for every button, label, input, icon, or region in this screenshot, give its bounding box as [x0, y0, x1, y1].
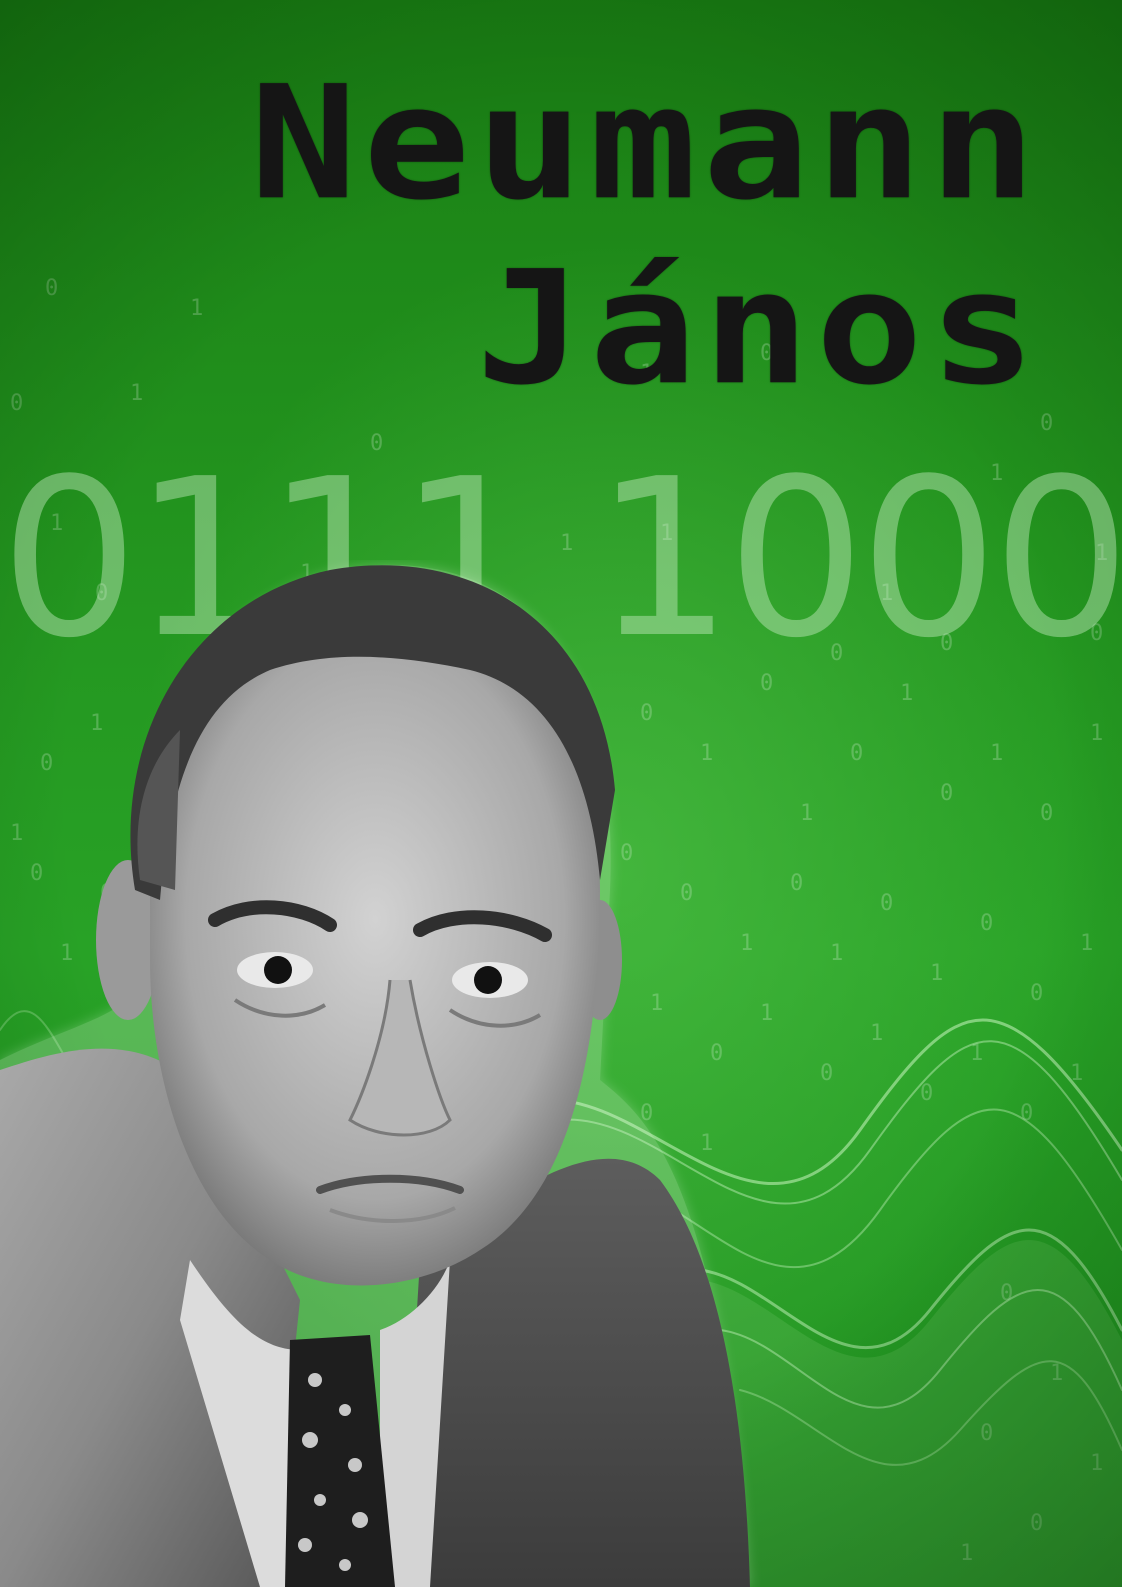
binary-number: 0 1 1 1 1 0 0 0 — [0, 433, 1122, 686]
svg-text:1: 1 — [700, 741, 713, 766]
svg-text:0: 0 — [10, 391, 23, 416]
svg-text:0: 0 — [30, 861, 43, 886]
portrait-photo — [0, 564, 750, 1587]
svg-text:1: 1 — [10, 821, 23, 846]
svg-text:1: 1 — [190, 296, 203, 321]
svg-text:0: 0 — [95, 581, 108, 606]
svg-text:0: 0 — [790, 871, 803, 896]
svg-text:0: 0 — [760, 671, 773, 696]
svg-text:1: 1 — [560, 531, 573, 556]
svg-text:0: 0 — [830, 641, 843, 666]
svg-text:1: 1 — [700, 1131, 713, 1156]
svg-text:1: 1 — [830, 941, 843, 966]
svg-text:0: 0 — [880, 891, 893, 916]
svg-text:0: 0 — [45, 276, 58, 301]
svg-text:1: 1 — [970, 1041, 983, 1066]
svg-text:1: 1 — [640, 361, 653, 386]
svg-text:1: 1 — [930, 961, 943, 986]
svg-text:0: 0 — [1030, 1511, 1043, 1536]
svg-text:0: 0 — [980, 1421, 993, 1446]
svg-text:0: 0 — [980, 911, 993, 936]
svg-text:0: 0 — [40, 751, 53, 776]
svg-text:1: 1 — [50, 511, 63, 536]
svg-text:0: 0 — [1020, 1101, 1033, 1126]
svg-text:1: 1 — [660, 521, 673, 546]
svg-text:0: 0 — [940, 781, 953, 806]
svg-text:1: 1 — [1050, 1361, 1063, 1386]
title-second-line: János — [476, 237, 1042, 420]
svg-text:0: 0 — [820, 1061, 833, 1086]
svg-text:1: 1 — [960, 1541, 973, 1566]
svg-text:1: 1 — [650, 991, 663, 1016]
svg-text:1: 1 — [760, 1001, 773, 1026]
svg-text:0: 0 — [640, 1101, 653, 1126]
svg-text:1: 1 — [1090, 721, 1103, 746]
svg-text:1: 1 — [880, 581, 893, 606]
svg-text:0: 0 — [680, 881, 693, 906]
svg-text:1: 1 — [1080, 931, 1093, 956]
svg-text:1: 1 — [990, 461, 1003, 486]
svg-text:1: 1 — [1070, 1061, 1083, 1086]
svg-text:0: 0 — [1030, 981, 1043, 1006]
wave-lines-decoration — [0, 1010, 1122, 1587]
svg-text:0: 0 — [760, 341, 773, 366]
svg-text:0: 0 — [640, 701, 653, 726]
svg-text:1: 1 — [870, 1021, 883, 1046]
svg-text:1: 1 — [60, 941, 73, 966]
svg-text:1: 1 — [1090, 1451, 1103, 1476]
svg-text:0: 0 — [710, 1041, 723, 1066]
svg-text:0: 0 — [1090, 621, 1103, 646]
svg-text:0: 0 — [940, 631, 953, 656]
svg-text:1: 1 — [90, 711, 103, 736]
svg-text:0: 0 — [620, 841, 633, 866]
svg-text:1: 1 — [740, 931, 753, 956]
svg-text:1: 1 — [900, 681, 913, 706]
svg-text:0: 0 — [920, 1081, 933, 1106]
svg-text:0: 0 — [1040, 411, 1053, 436]
svg-text:1: 1 — [800, 801, 813, 826]
svg-text:1: 1 — [990, 741, 1003, 766]
svg-text:1: 1 — [130, 381, 143, 406]
svg-text:0: 0 — [370, 431, 383, 456]
svg-text:0: 0 — [1040, 801, 1053, 826]
title-first-line: Neumann — [249, 52, 1042, 235]
svg-text:1: 1 — [1095, 541, 1108, 566]
svg-text:0: 0 — [1000, 1281, 1013, 1306]
svg-text:0: 0 — [850, 741, 863, 766]
